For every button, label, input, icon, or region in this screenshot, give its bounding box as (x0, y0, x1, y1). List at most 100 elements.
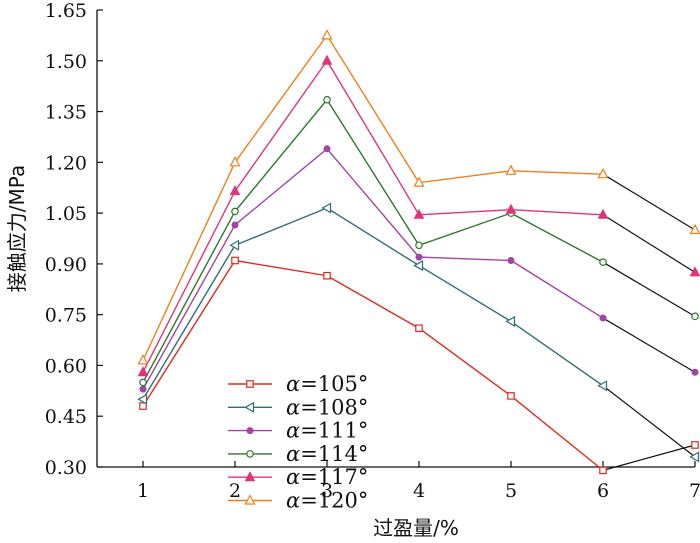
data-point (321, 29, 333, 40)
data-point (505, 164, 517, 175)
legend-label: α=114° (286, 442, 368, 466)
data-point (413, 260, 424, 272)
x-tick-label: 5 (505, 480, 517, 502)
legend-entry-3: α=114° (228, 442, 368, 466)
data-point (597, 167, 609, 179)
data-point (597, 380, 608, 392)
legend-entry-1: α=108° (228, 395, 368, 419)
data-point (415, 324, 423, 333)
data-point (321, 202, 332, 214)
y-axis-title: 接触应力/MPa (5, 165, 29, 292)
x-tick-label: 2 (229, 480, 241, 502)
data-point (599, 314, 607, 322)
data-point (599, 466, 607, 475)
data-point (229, 156, 241, 167)
data-point (691, 441, 699, 449)
data-point (231, 221, 239, 229)
data-point (413, 176, 425, 187)
legend-marker (246, 380, 254, 388)
data-point (139, 385, 147, 393)
series-tail-line (602, 261, 696, 317)
series-tail-line (602, 173, 696, 231)
series-line (142, 34, 604, 361)
data-point (413, 208, 425, 219)
data-point (229, 185, 241, 196)
legend-marker (246, 427, 254, 435)
legend: α=105°α=108°α=111°α=114°α=117°α=120° (228, 372, 368, 513)
data-point (137, 354, 149, 365)
data-point (231, 256, 239, 265)
data-point (507, 392, 515, 400)
legend-entry-2: α=111° (228, 419, 368, 443)
legend-alpha-value: =111° (300, 419, 368, 443)
x-axis-title: 过盈量/% (373, 516, 459, 540)
y-tick-label: 1.05 (45, 203, 87, 225)
data-point (231, 207, 239, 216)
series-tail-line (602, 385, 696, 458)
legend-label: α=111° (286, 419, 368, 443)
x-tick-label: 4 (413, 480, 425, 502)
data-point (599, 258, 607, 266)
data-point (505, 315, 516, 327)
series-lines (137, 29, 700, 475)
legend-alpha-symbol: α (286, 442, 300, 466)
series-tail-line (602, 317, 696, 373)
series-0 (139, 256, 699, 475)
legend-entry-4: α=117° (228, 465, 368, 489)
data-point (691, 368, 699, 376)
y-tick-label: 0.30 (45, 457, 87, 479)
series-1 (137, 202, 700, 463)
legend-alpha-symbol: α (286, 465, 300, 489)
series-line (142, 59, 604, 373)
legend-entry-0: α=105° (228, 372, 368, 396)
y-tick-label: 0.45 (45, 406, 87, 428)
data-point (139, 402, 147, 410)
y-tick-label: 0.60 (45, 355, 87, 377)
data-point (323, 145, 331, 153)
data-point (139, 378, 147, 387)
series-line (142, 147, 604, 390)
axes: 0.30 0.45 0.60 0.75 0.90 1.05 1.20 1.35 1.50 1.65… (45, 0, 700, 502)
legend-alpha-symbol: α (286, 489, 300, 513)
y-tick-label: 1.20 (45, 152, 87, 174)
legend-alpha-value: =105° (300, 372, 368, 396)
legend-alpha-symbol: α (286, 372, 300, 396)
data-point (505, 203, 517, 214)
series-4 (137, 54, 700, 377)
series-3 (139, 95, 699, 387)
data-point (137, 393, 148, 405)
series-2 (139, 145, 699, 393)
legend-alpha-symbol: α (286, 395, 300, 419)
x-tick-label: 7 (689, 480, 700, 502)
y-tick-label: 1.65 (45, 0, 87, 22)
legend-alpha-value: =114° (300, 442, 368, 466)
data-point (323, 95, 331, 104)
x-tick-label: 6 (597, 480, 609, 502)
data-point (689, 266, 700, 277)
series-5 (137, 29, 700, 365)
legend-label: α=117° (286, 465, 368, 489)
legend-marker (246, 450, 254, 458)
legend-alpha-value: =120° (300, 489, 368, 513)
data-point (691, 312, 699, 321)
series-tail-line (602, 444, 696, 471)
data-point (689, 223, 700, 235)
legend-alpha-value: =117° (300, 465, 368, 489)
data-point (323, 271, 331, 280)
data-point (321, 54, 333, 65)
y-tick-label: 0.75 (45, 305, 87, 327)
data-point (507, 257, 515, 265)
data-point (597, 208, 609, 219)
series-tail-line (602, 214, 696, 273)
y-tick-label: 0.90 (45, 254, 87, 276)
legend-label: α=108° (286, 395, 368, 419)
series-line (142, 259, 604, 471)
legend-label: α=105° (286, 372, 368, 396)
data-point (229, 239, 240, 251)
data-point (137, 366, 149, 377)
legend-marker (244, 494, 256, 505)
legend-marker (244, 471, 256, 482)
legend-marker (244, 401, 255, 413)
